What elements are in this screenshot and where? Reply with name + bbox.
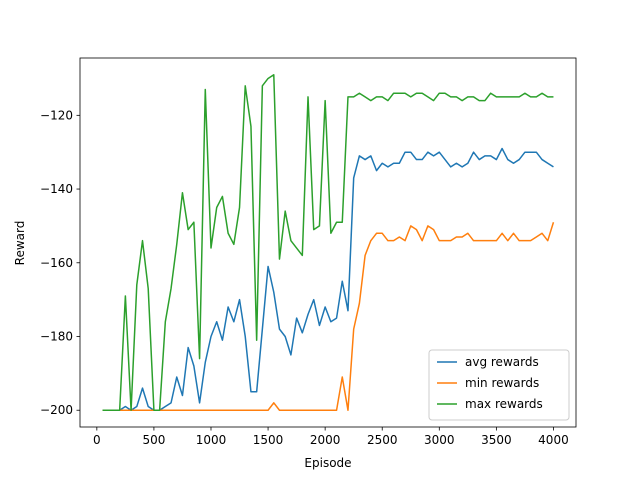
series-line — [102, 222, 555, 411]
legend-label: min rewards — [465, 376, 539, 390]
y-tick-label: −160 — [40, 256, 73, 270]
x-tick-label: 1500 — [253, 433, 284, 447]
y-tick-label: −120 — [40, 108, 73, 122]
y-tick-label: −140 — [40, 182, 73, 196]
legend-label: max rewards — [465, 397, 543, 411]
y-tick-label: −180 — [40, 330, 73, 344]
x-tick-label: 1000 — [196, 433, 227, 447]
x-tick-label: 3000 — [424, 433, 455, 447]
y-tick-label: −200 — [40, 403, 73, 417]
legend-label: avg rewards — [465, 355, 539, 369]
x-axis-label: Episode — [304, 456, 351, 470]
series-line — [102, 74, 554, 411]
legend-box — [428, 349, 570, 421]
axes-frame — [79, 57, 577, 428]
y-axis-label: Reward — [13, 221, 27, 266]
x-tick-label: 2500 — [367, 433, 398, 447]
x-tick-label: 4000 — [538, 433, 569, 447]
legend: avg rewards min rewards max rewards — [428, 349, 570, 421]
series-line — [102, 147, 554, 411]
x-tick-label: 500 — [142, 433, 165, 447]
x-tick-label: 3500 — [481, 433, 512, 447]
x-tick-label: 2000 — [310, 433, 341, 447]
x-tick-label: 0 — [93, 433, 101, 447]
